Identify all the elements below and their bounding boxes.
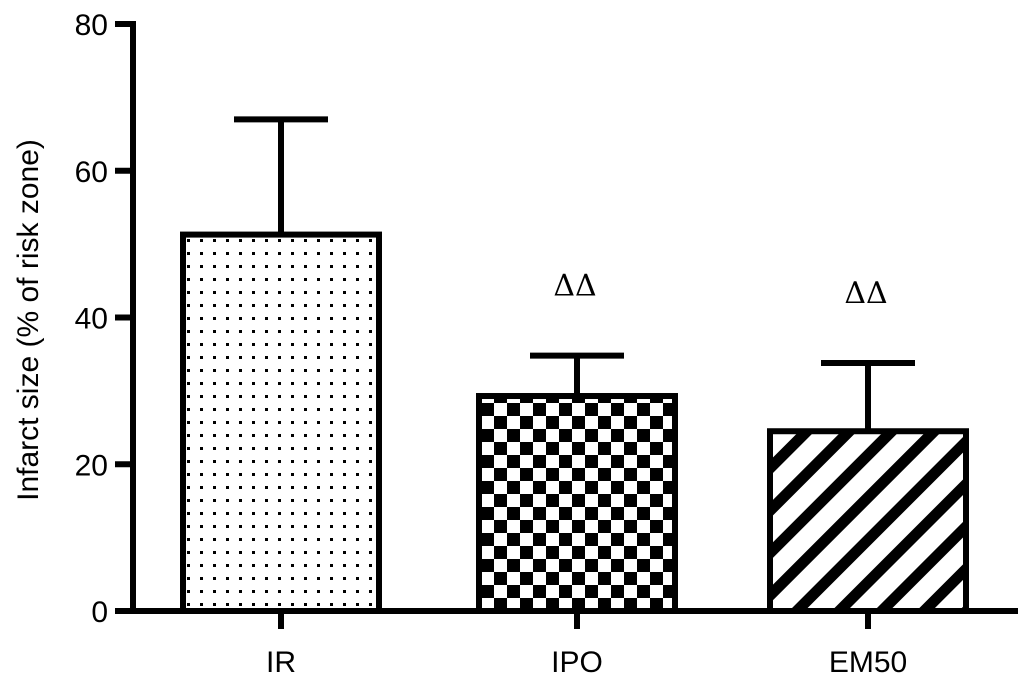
y-axis-title: Infarct size (% of risk zone): [12, 139, 45, 501]
x-tick-label-ipo: IPO: [551, 646, 603, 679]
bar-ipo: [476, 393, 678, 615]
y-tick-label-40: 40: [75, 303, 108, 336]
y-tick-label-60: 60: [75, 156, 108, 189]
x-tick-label-ir: IR: [266, 646, 296, 679]
bar-em50: [767, 428, 969, 615]
significance-annotation-ipo: ΔΔ: [553, 269, 596, 304]
bar-ir: [180, 231, 382, 614]
x-tick-label-em50: EM50: [829, 646, 907, 679]
significance-annotation-em50: ΔΔ: [844, 276, 887, 311]
y-tick-label-20: 20: [75, 449, 108, 482]
y-tick-label-0: 0: [91, 596, 108, 629]
y-tick-label-80: 80: [75, 9, 108, 42]
